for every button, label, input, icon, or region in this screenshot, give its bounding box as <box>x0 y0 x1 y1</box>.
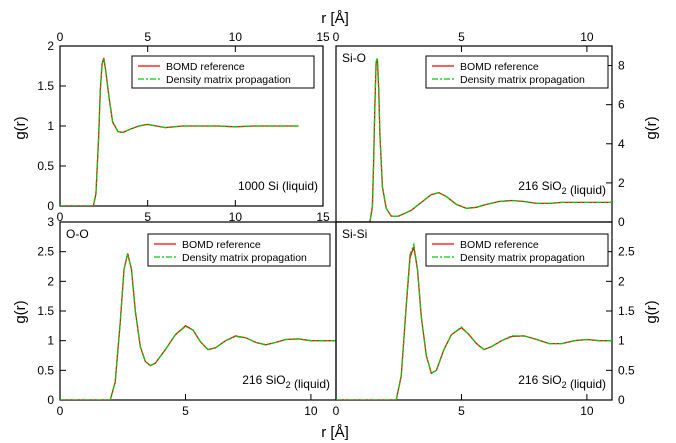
y-tick-label: 1 <box>47 119 54 133</box>
y-axis-title-right-top: g(r) <box>643 116 660 139</box>
y-tick-label: 1.5 <box>37 304 54 318</box>
x-axis-title-top: r [Å] <box>321 10 349 27</box>
y-axis-title-right-bottom: g(r) <box>643 300 660 323</box>
y-tick-label: 2 <box>47 274 54 288</box>
x-tick-top-label: 0 <box>57 30 64 44</box>
x-tick-top-label: 5 <box>144 30 151 44</box>
series-group <box>60 57 299 206</box>
x-tick-label: 5 <box>458 404 465 418</box>
series-group <box>336 57 612 222</box>
y-tick-label: 0.5 <box>37 159 54 173</box>
y-tick-label: 0.5 <box>37 363 54 377</box>
y-tick-right-label: 0 <box>618 393 625 407</box>
series-group <box>336 241 612 400</box>
legend-box <box>131 55 315 89</box>
y-tick-right-label: 2 <box>618 274 625 288</box>
x-tick-label: 10 <box>304 404 318 418</box>
y-tick-label: 3 <box>47 215 54 229</box>
y-tick-right-label: 0 <box>618 215 625 229</box>
series-line-dmp <box>60 58 299 206</box>
y-tick-right-label: 4 <box>618 137 625 151</box>
system-annotation: 216 SiO2 (liquid) <box>518 373 606 391</box>
x-tick-top-label: 10 <box>580 30 594 44</box>
legend-label: BOMD reference <box>182 239 261 251</box>
x-tick-top-label: 5 <box>458 30 465 44</box>
legend-box <box>147 233 331 267</box>
x-tick-label: 10 <box>229 210 243 224</box>
legend-label: BOMD reference <box>166 61 245 73</box>
series-line-dmp <box>336 241 612 400</box>
system-annotation: 1000 Si (liquid) <box>238 179 318 193</box>
x-tick-label: 5 <box>144 210 151 224</box>
series-group <box>60 253 336 400</box>
y-tick-right-label: 1 <box>618 334 625 348</box>
x-tick-label: 5 <box>182 404 189 418</box>
y-tick-label: 2.5 <box>37 245 54 259</box>
y-axis-title-left-top: g(r) <box>12 116 29 139</box>
panel-label: Si-Si <box>342 227 367 241</box>
x-tick-top-label: 0 <box>333 30 340 44</box>
legend-label: Density matrix propagation <box>460 74 585 86</box>
y-tick-label: 2 <box>47 39 54 53</box>
legend-label: Density matrix propagation <box>182 252 307 264</box>
y-tick-right-label: 2 <box>618 176 625 190</box>
series-line-dmp <box>336 57 612 222</box>
y-axis-title-left-bottom: g(r) <box>12 300 29 323</box>
bottom-x-axis-title: r [Å] <box>321 424 349 441</box>
y-tick-label: 1 <box>47 334 54 348</box>
x-tick-top-label: 15 <box>316 30 330 44</box>
top-x-axis-title: r [Å] <box>321 10 349 27</box>
x-tick-top-label: 10 <box>229 30 243 44</box>
y-tick-right-label: 2.5 <box>618 245 635 259</box>
series-line-dmp <box>60 253 336 400</box>
x-tick-label: 0 <box>333 404 340 418</box>
panel-label: Si-O <box>342 51 366 65</box>
y-tick-label: 0 <box>47 393 54 407</box>
system-annotation: 216 SiO2 (liquid) <box>242 373 330 391</box>
y-tick-right-label: 6 <box>618 98 625 112</box>
x-tick-label: 0 <box>57 404 64 418</box>
panel-1: 0 5 10 15 0 5 10 15 0 0.5 1 1.5 2 BOMD referenceDensi… <box>37 30 330 224</box>
x-tick-label: 10 <box>580 404 594 418</box>
legend-box <box>425 55 609 89</box>
y-tick-label: 1.5 <box>37 79 54 93</box>
legend-label: BOMD reference <box>460 239 539 251</box>
y-tick-label: 0 <box>47 199 54 213</box>
x-axis-title-bottom: r [Å] <box>321 424 349 441</box>
legend-box <box>425 233 609 267</box>
legend-label: BOMD reference <box>460 61 539 73</box>
system-annotation: 216 SiO2 (liquid) <box>518 179 606 197</box>
x-tick-label: 15 <box>316 210 330 224</box>
panel-label: O-O <box>66 227 89 241</box>
legend-label: Density matrix propagation <box>166 74 291 86</box>
y-tick-right-label: 8 <box>618 59 625 73</box>
y-tick-right-label: 0.5 <box>618 363 635 377</box>
x-tick-label: 0 <box>57 210 64 224</box>
legend-label: Density matrix propagation <box>460 252 585 264</box>
y-tick-right-label: 1.5 <box>618 304 635 318</box>
